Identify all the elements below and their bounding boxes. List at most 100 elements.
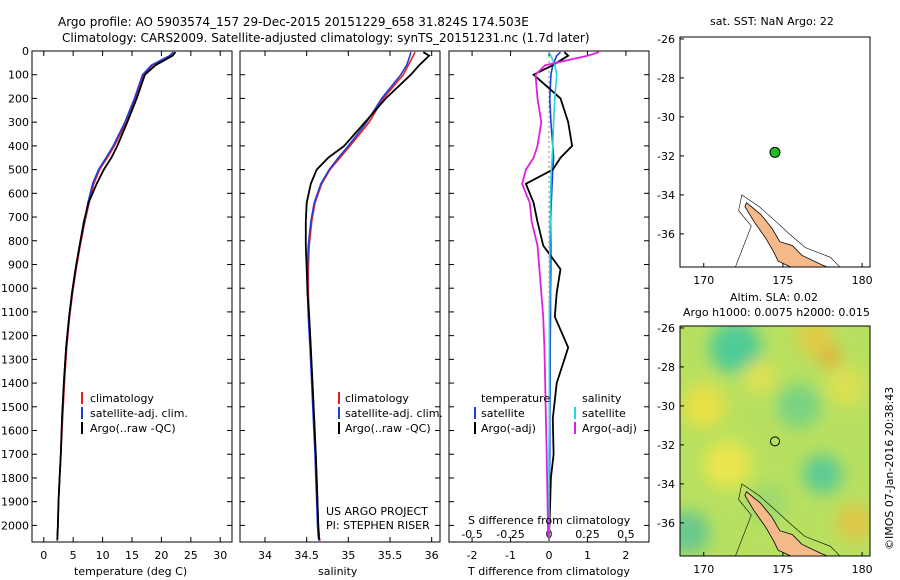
x-tick-label: 35 <box>341 549 355 562</box>
project-annotation: US ARGO PROJECT <box>326 505 428 518</box>
y-tick-label: -36 <box>657 228 675 241</box>
sla-anomaly-blob <box>836 504 870 541</box>
legend-satellite: satellite-adj. clim. <box>345 407 443 420</box>
series-line-argo-raw-qc- <box>56 51 177 540</box>
y-tick-label: 1000 <box>1 282 29 295</box>
legend-s-satellite: satellite <box>582 407 626 420</box>
x-tick-label: 0 <box>40 549 47 562</box>
argo-position-marker <box>770 436 780 447</box>
y-tick-label: 900 <box>8 258 29 271</box>
x-tick-label: 0 <box>546 549 553 562</box>
sla-anomaly-blob <box>802 454 843 495</box>
y-tick-label: 1200 <box>1 330 29 343</box>
y-tick-label: 600 <box>8 187 29 200</box>
y-tick-label: 1300 <box>1 353 29 366</box>
series-line-salinity-argo-adj- <box>521 51 600 538</box>
sla-map: 170 175 180 -26 -28 -30 -32 -34 -36 <box>657 322 873 576</box>
imos-credit: ©IMOS 07-Jan-2016 20:38:43 <box>883 387 896 550</box>
legend-climatology: climatology <box>90 392 154 405</box>
y-tick-label: 300 <box>8 116 29 129</box>
series-line-temperature-argo-adj- <box>524 51 574 538</box>
header-line1: Argo profile: AO 5903574_157 29-Dec-2015… <box>58 15 529 29</box>
y-tick-label: -28 <box>657 72 675 85</box>
y-tick-label: 500 <box>8 164 29 177</box>
y-tick-label: 100 <box>8 69 29 82</box>
temperature-panel <box>31 50 233 543</box>
legend-argo: Argo(..raw -QC) <box>345 422 431 435</box>
series-line-satellite-adj-clim- <box>56 51 174 541</box>
series-line-satellite-adj-clim- <box>306 52 412 541</box>
y-tick-label: 700 <box>8 211 29 224</box>
series-line-climatology <box>56 51 176 541</box>
y-tick-label: -26 <box>657 322 675 335</box>
legend-temperature-title: temperature <box>481 392 550 405</box>
x-tick-label: 2 <box>622 549 629 562</box>
y-tick-label: 1400 <box>1 377 29 390</box>
temperature-xlabel: temperature (deg C) <box>74 565 187 578</box>
x-tick-label: 25 <box>184 549 198 562</box>
y-tick-label: -32 <box>657 150 675 163</box>
legend-t-argo: Argo(-adj) <box>481 422 536 435</box>
difference-xlabel: T difference from climatology <box>467 565 630 578</box>
legend-argo: Argo(..raw -QC) <box>90 422 176 435</box>
salinity-legend: climatology satellite-adj. clim. Argo(..… <box>326 392 443 532</box>
header-line2: Climatology: CARS2009. Satellite-adjuste… <box>62 31 590 45</box>
x-tick-label: 175 <box>772 274 793 287</box>
salinity-xlabel: salinity <box>318 565 358 578</box>
x-tick-label: 36 <box>425 549 439 562</box>
sla-anomaly-blob <box>680 510 710 555</box>
land-north-island <box>744 491 828 556</box>
x-tick-label: 15 <box>125 549 139 562</box>
y-tick-label: 1800 <box>1 472 29 485</box>
s-tick-label: -0.5 <box>461 528 482 541</box>
y-tick-label: 1600 <box>1 425 29 438</box>
legend-s-argo: Argo(-adj) <box>582 422 637 435</box>
legend-t-satellite: satellite <box>481 407 525 420</box>
y-tick-label: 1100 <box>1 306 29 319</box>
land-north-island <box>744 202 828 267</box>
x-tick-label: -1 <box>505 549 516 562</box>
x-tick-label: 175 <box>772 563 793 576</box>
sla-map-title-2: Argo h1000: 0.0075 h2000: 0.015 <box>683 306 870 319</box>
x-tick-label: 1 <box>584 549 591 562</box>
series-line-argo-raw-qc- <box>304 51 431 540</box>
difference-plot: -2 -1 0 1 2-0.5 -0.25 0 0.25 0.5 <box>449 50 649 562</box>
sla-anomaly-blob <box>796 326 833 356</box>
sla-anomaly-blob <box>703 440 752 489</box>
sla-anomaly-blob <box>820 347 841 368</box>
y-tick-label: 1900 <box>1 496 29 509</box>
difference-legend: temperature salinity satellite Argo(-adj… <box>468 392 637 527</box>
coastline <box>735 483 841 556</box>
y-tick-label: 1500 <box>1 401 29 414</box>
y-tick-label: -30 <box>657 400 675 413</box>
y-tick-label: -36 <box>657 517 675 530</box>
sla-anomaly-blob <box>709 326 762 374</box>
s-tick-label: -0.25 <box>496 528 524 541</box>
x-tick-label: 30 <box>213 549 227 562</box>
x-tick-label: -2 <box>467 549 478 562</box>
temperature-legend: climatology satellite-adj. clim. Argo(..… <box>81 392 188 435</box>
salinity-panel <box>239 50 441 543</box>
sst-map: 170 175 180 -26 -28 -30 -32 -34 -36 <box>657 33 873 287</box>
sla-anomaly-blob <box>826 366 867 407</box>
legend-satellite: satellite-adj. clim. <box>90 407 188 420</box>
x-tick-label: 34.5 <box>294 549 319 562</box>
y-tick-label: 200 <box>8 92 29 105</box>
salinity-plot: 34 34.5 35 35.5 36 <box>240 50 440 562</box>
y-tick-label: -34 <box>657 189 675 202</box>
x-tick-label: 20 <box>154 549 168 562</box>
x-tick-label: 180 <box>852 563 873 576</box>
y-tick-label: -26 <box>657 33 675 46</box>
y-tick-label: -28 <box>657 361 675 374</box>
sla-map-title-1: Altim. SLA: 0.02 <box>730 291 818 304</box>
legend-climatology: climatology <box>345 392 409 405</box>
x-tick-label: 180 <box>852 274 873 287</box>
y-tick-label: -32 <box>657 439 675 452</box>
sla-field <box>680 326 870 556</box>
pi-annotation: PI: STEPHEN RISER <box>326 519 430 532</box>
sla-anomaly-blob <box>776 383 821 428</box>
y-tick-label: 400 <box>8 140 29 153</box>
shelf-contour <box>735 194 841 267</box>
x-tick-label: 10 <box>96 549 110 562</box>
x-tick-label: 170 <box>693 274 714 287</box>
